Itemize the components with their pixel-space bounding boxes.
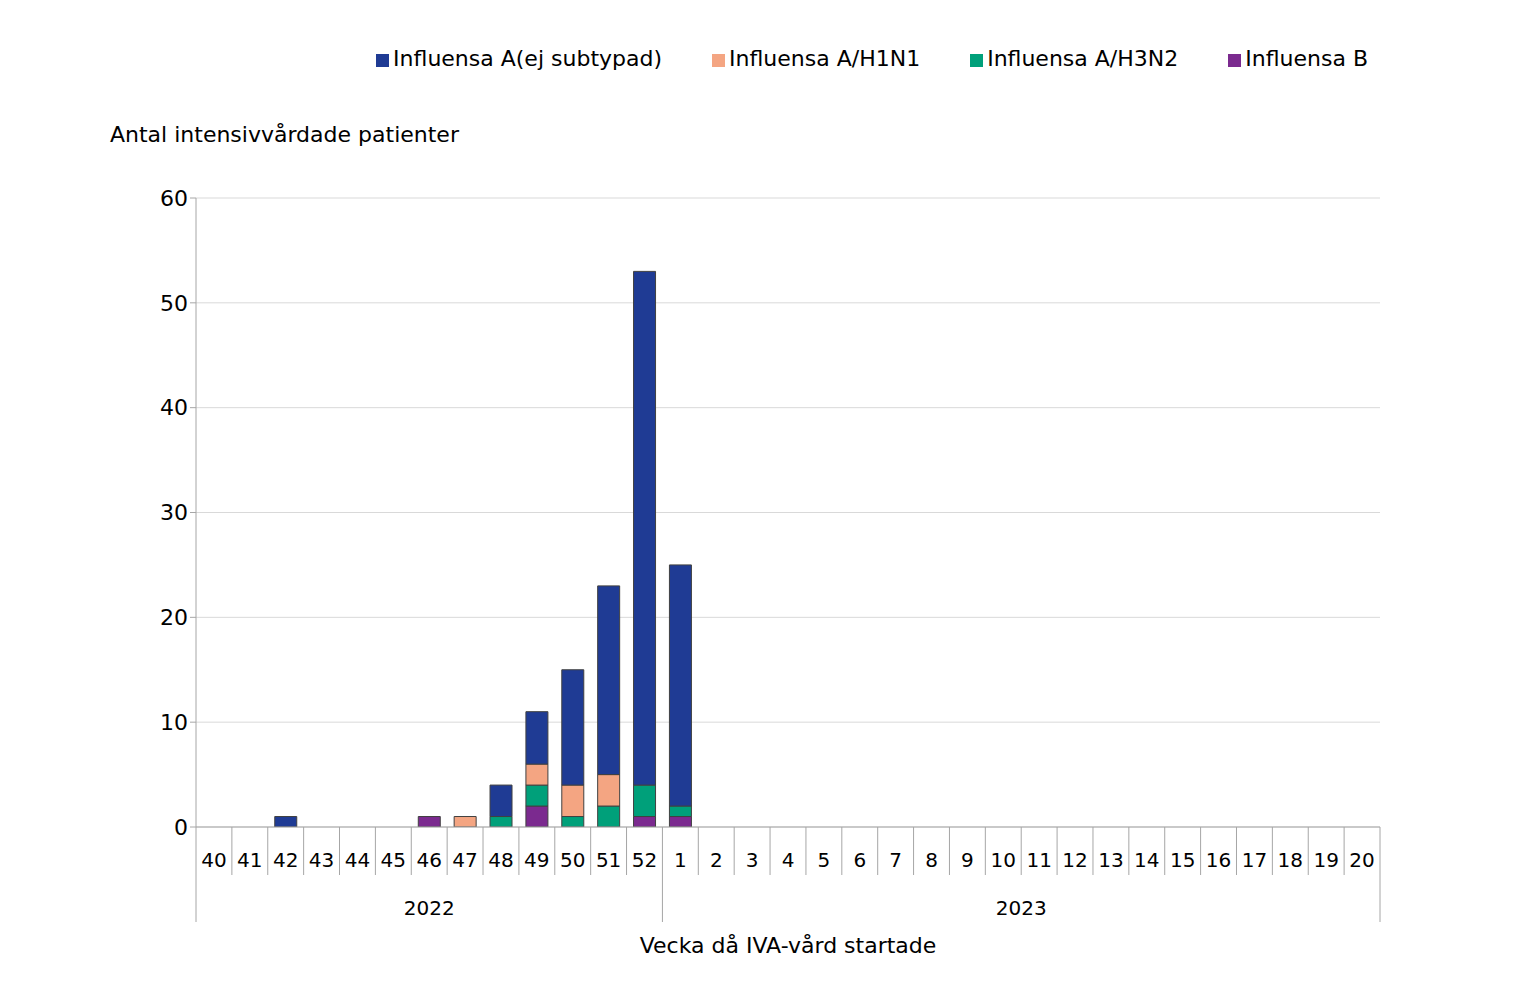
svg-text:6: 6 bbox=[853, 848, 866, 872]
html-text:Influensa A(ej subtypad): Influensa A(ej subtypad) bbox=[393, 46, 662, 71]
svg-text:40: 40 bbox=[201, 848, 226, 872]
svg-text:30: 30 bbox=[160, 500, 188, 525]
svg-text:2023: 2023 bbox=[996, 896, 1047, 920]
svg-text:0: 0 bbox=[174, 815, 188, 840]
svg-text:4: 4 bbox=[782, 848, 795, 872]
html-text:Antal intensivvårdade patiente: Antal intensivvårdade patienter bbox=[110, 122, 459, 147]
svg-text:50: 50 bbox=[160, 291, 188, 316]
svg-text:60: 60 bbox=[160, 186, 188, 211]
svg-text:15: 15 bbox=[1170, 848, 1195, 872]
svg-text:42: 42 bbox=[273, 848, 298, 872]
svg-text:49: 49 bbox=[524, 848, 549, 872]
svg-text:43: 43 bbox=[309, 848, 334, 872]
svg-text:48: 48 bbox=[488, 848, 513, 872]
svg-text:40: 40 bbox=[160, 395, 188, 420]
svg-text:52: 52 bbox=[632, 848, 657, 872]
svg-text:19: 19 bbox=[1313, 848, 1338, 872]
svg-text:44: 44 bbox=[345, 848, 370, 872]
html-text:Influensa B: Influensa B bbox=[1245, 46, 1368, 71]
svg-text:2: 2 bbox=[710, 848, 723, 872]
svg-text:46: 46 bbox=[416, 848, 441, 872]
svg-text:18: 18 bbox=[1278, 848, 1303, 872]
svg-text:7: 7 bbox=[889, 848, 902, 872]
svg-text:Vecka då IVA-vård startade: Vecka då IVA-vård startade bbox=[640, 933, 937, 958]
svg-text:5: 5 bbox=[818, 848, 831, 872]
svg-text:10: 10 bbox=[991, 848, 1016, 872]
html-text:Influensa A/H3N2: Influensa A/H3N2 bbox=[987, 46, 1179, 71]
svg-text:51: 51 bbox=[596, 848, 621, 872]
svg-text:20: 20 bbox=[160, 605, 188, 630]
svg-text:12: 12 bbox=[1062, 848, 1087, 872]
html-text:Influensa A/H1N1: Influensa A/H1N1 bbox=[729, 46, 921, 71]
svg-text:47: 47 bbox=[452, 848, 477, 872]
svg-text:2022: 2022 bbox=[404, 896, 455, 920]
svg-text:45: 45 bbox=[381, 848, 406, 872]
svg-text:8: 8 bbox=[925, 848, 938, 872]
svg-text:41: 41 bbox=[237, 848, 262, 872]
svg-text:10: 10 bbox=[160, 710, 188, 735]
svg-text:13: 13 bbox=[1098, 848, 1123, 872]
svg-text:3: 3 bbox=[746, 848, 759, 872]
svg-text:17: 17 bbox=[1242, 848, 1267, 872]
svg-text:20: 20 bbox=[1349, 848, 1374, 872]
svg-text:11: 11 bbox=[1026, 848, 1051, 872]
svg-text:14: 14 bbox=[1134, 848, 1159, 872]
svg-text:16: 16 bbox=[1206, 848, 1231, 872]
svg-text:9: 9 bbox=[961, 848, 974, 872]
svg-text:1: 1 bbox=[674, 848, 687, 872]
svg-text:50: 50 bbox=[560, 848, 585, 872]
